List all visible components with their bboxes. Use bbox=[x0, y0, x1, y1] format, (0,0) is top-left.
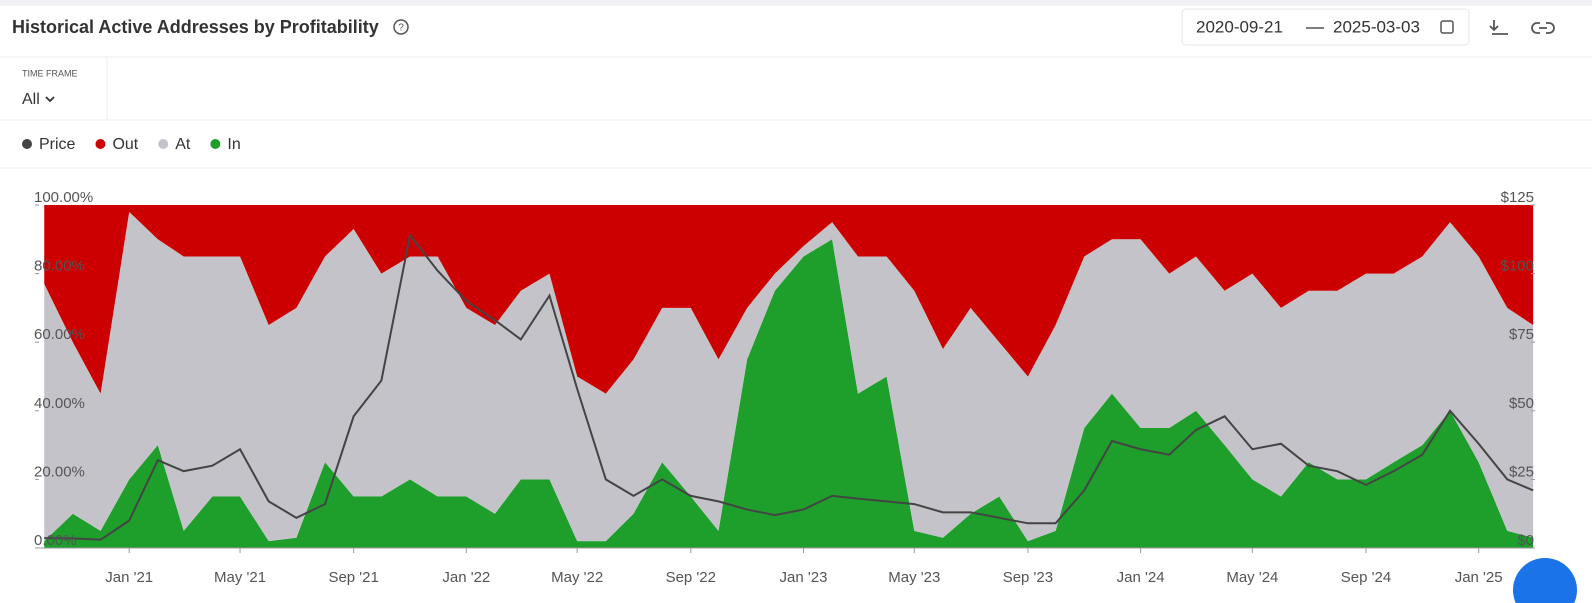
y2-tick-label: $100 bbox=[1501, 258, 1534, 275]
x-tick-label: May '21 bbox=[214, 569, 266, 586]
title: Historical Active Addresses by Profitabi… bbox=[12, 17, 379, 37]
legend-label: At bbox=[175, 136, 191, 153]
area bbox=[44, 239, 1534, 549]
date-picker[interactable] bbox=[1181, 8, 1470, 46]
x-tick-label: May '24 bbox=[1226, 569, 1278, 586]
help-mark: ? bbox=[398, 23, 404, 34]
link-icon[interactable] bbox=[1531, 22, 1555, 34]
y-tick-label: 20.00% bbox=[34, 463, 85, 480]
x-tick-label: Sep '21 bbox=[328, 569, 378, 586]
download-icon[interactable] bbox=[1489, 20, 1508, 35]
legend-marker bbox=[210, 139, 221, 149]
y-tick-label: 0.00% bbox=[34, 532, 77, 549]
y-tick-label: 40.00% bbox=[34, 395, 85, 412]
legend-label: Out bbox=[112, 136, 138, 153]
y2-tick-label: $0 bbox=[1517, 532, 1534, 549]
x-tick-label: May '23 bbox=[888, 569, 940, 586]
x-tick-label: Jan '24 bbox=[1117, 569, 1165, 586]
x-tick-label: Jan '22 bbox=[442, 569, 490, 586]
price-line bbox=[44, 232, 1534, 541]
time-frame-label: TIME FRAME bbox=[22, 68, 78, 78]
date-start: 2020-09-21 bbox=[1196, 17, 1283, 36]
legend-marker bbox=[158, 139, 169, 149]
area bbox=[44, 205, 1534, 394]
calendar-icon bbox=[1440, 20, 1454, 34]
y2-tick-label: $50 bbox=[1509, 395, 1534, 412]
legend-marker bbox=[95, 139, 106, 149]
y2-tick-label: $125 bbox=[1501, 189, 1534, 206]
time-frame-select[interactable]: All bbox=[22, 91, 40, 108]
legend-label: In bbox=[227, 136, 240, 153]
area bbox=[44, 211, 1534, 542]
y-tick-label: 60.00% bbox=[34, 326, 85, 343]
x-tick-label: Sep '24 bbox=[1341, 569, 1391, 586]
chat-button[interactable] bbox=[1513, 558, 1577, 603]
legend-label: Price bbox=[39, 136, 76, 153]
date-end: 2025-03-03 bbox=[1333, 17, 1420, 36]
legend-marker bbox=[22, 139, 32, 149]
y2-tick-label: $75 bbox=[1509, 326, 1534, 343]
y2-tick-label: $25 bbox=[1509, 463, 1534, 480]
y-tick-label: 100.00% bbox=[34, 189, 93, 206]
y-tick-label: 80.00% bbox=[34, 258, 85, 275]
x-tick-label: May '22 bbox=[551, 569, 603, 586]
help-icon[interactable] bbox=[393, 19, 409, 35]
x-tick-label: Sep '22 bbox=[666, 569, 716, 586]
x-tick-label: Sep '23 bbox=[1003, 569, 1053, 586]
dropdown-arrow bbox=[45, 96, 55, 103]
x-tick-label: Jan '21 bbox=[105, 569, 153, 586]
x-tick-label: Jan '23 bbox=[780, 569, 828, 586]
x-tick-label: Jan '25 bbox=[1455, 569, 1503, 586]
top-strip bbox=[0, 0, 1592, 6]
